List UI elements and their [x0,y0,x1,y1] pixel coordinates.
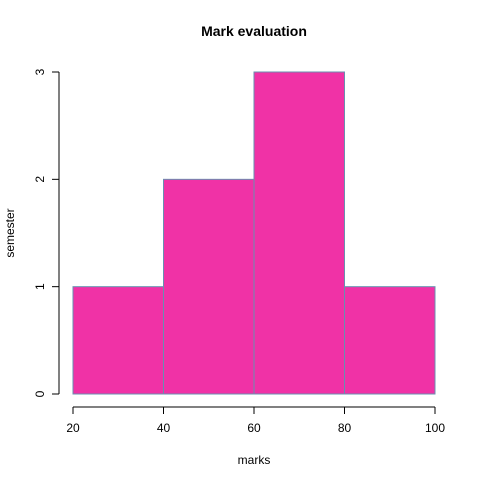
histogram-bar-1 [72,286,164,395]
histogram-bar-4 [344,286,436,395]
x-tick-label: 20 [66,421,80,435]
x-axis-label: marks [238,453,271,467]
y-tick-label: 0 [33,390,47,397]
y-axis-label: semester [3,208,17,257]
chart-title: Mark evaluation [201,23,307,39]
x-tick-label: 80 [338,421,352,435]
histogram-bar-2 [163,178,255,395]
x-tick-label: 60 [247,421,261,435]
y-tick-label: 1 [33,283,47,290]
x-tick-label: 40 [157,421,171,435]
y-tick-label: 3 [33,68,47,75]
x-axis: 20 40 60 80 100 [66,406,445,435]
bars-group [72,71,436,395]
histogram-bar-3 [253,71,345,395]
y-axis: 0 1 2 3 [33,68,60,397]
y-tick-label: 2 [33,176,47,183]
x-tick-label: 100 [425,421,445,435]
